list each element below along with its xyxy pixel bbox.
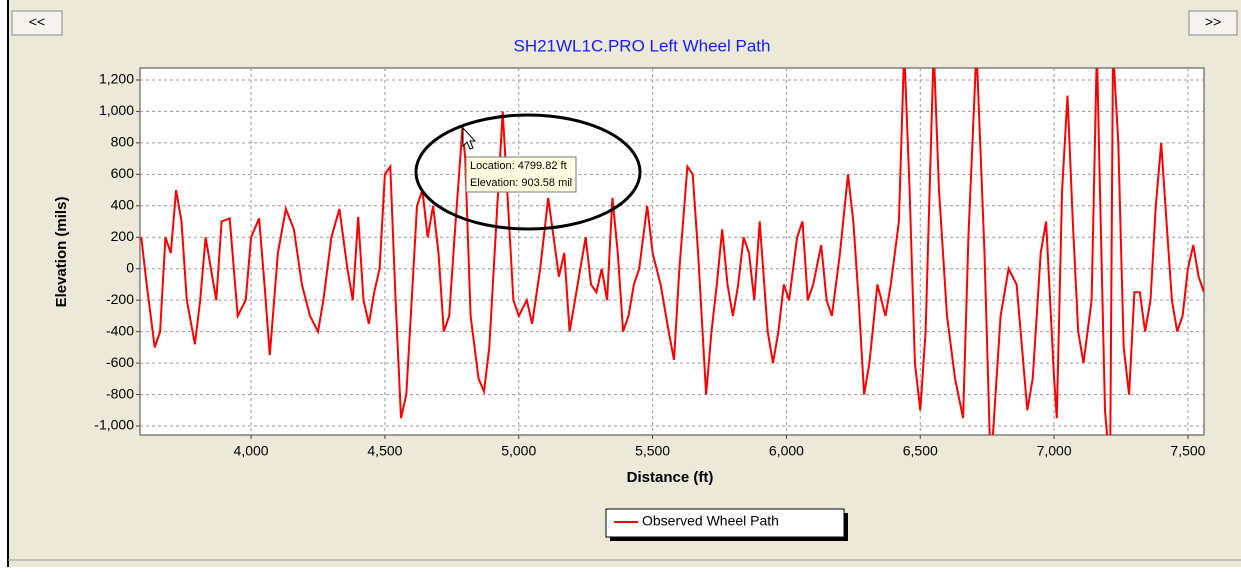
y-tick-label: 400: [111, 197, 135, 213]
plot-area: [139, 67, 1205, 436]
legend: Observed Wheel Path: [605, 508, 848, 541]
next-button-label[interactable]: >>: [1205, 14, 1221, 30]
legend-label: Observed Wheel Path: [642, 513, 779, 529]
legend-box: [605, 508, 845, 538]
next-button-frame[interactable]: [1188, 10, 1238, 36]
prev-button[interactable]: <<: [11, 10, 63, 36]
series-layer: [140, 68, 1204, 435]
y-tick-label: 1,200: [99, 71, 134, 87]
tooltip-elevation: Elevation: 903.58 mil: [470, 177, 572, 189]
next-button[interactable]: >>: [1188, 10, 1238, 36]
y-tick-label: -800: [106, 385, 134, 401]
y-tick-label: -200: [106, 291, 134, 307]
x-tick-label: 5,500: [635, 443, 670, 459]
x-tick-label: 6,500: [903, 443, 938, 459]
prev-button-frame[interactable]: [11, 10, 63, 36]
prev-button-label[interactable]: <<: [29, 14, 45, 30]
mouse-cursor: [462, 126, 477, 150]
grid: [136, 68, 1204, 439]
x-tick-label: 6,000: [769, 443, 804, 459]
y-tick-label: -600: [106, 354, 134, 370]
y-tick-label: 600: [111, 165, 135, 181]
y-tick-label: -1,000: [94, 417, 134, 433]
x-tick-label: 4,000: [234, 443, 269, 459]
x-axis-label: Distance (ft): [627, 469, 714, 486]
annotation-ellipse: [414, 113, 642, 231]
y-tick-label: 200: [111, 228, 135, 244]
x-tick-label: 5,000: [501, 443, 536, 459]
x-tick-label: 7,000: [1037, 443, 1072, 459]
series-line: [140, 68, 1204, 435]
y-tick-label: 1,000: [99, 102, 134, 118]
tooltip-location: Location: 4799.82 ft: [470, 160, 567, 172]
y-tick-label: 0: [126, 259, 134, 275]
chart-title: SH21WL1C.PRO Left Wheel Path: [513, 36, 770, 55]
tooltip: Location: 4799.82 ft Elevation: 903.58 m…: [465, 156, 577, 193]
x-tick-label: 7,500: [1170, 443, 1205, 459]
x-tick-label: 4,500: [367, 443, 402, 459]
y-tick-label: -400: [106, 322, 134, 338]
y-axis-label: Elevation (mils): [53, 197, 70, 308]
tooltip-box: [465, 156, 577, 193]
y-tick-label: 800: [111, 134, 135, 150]
